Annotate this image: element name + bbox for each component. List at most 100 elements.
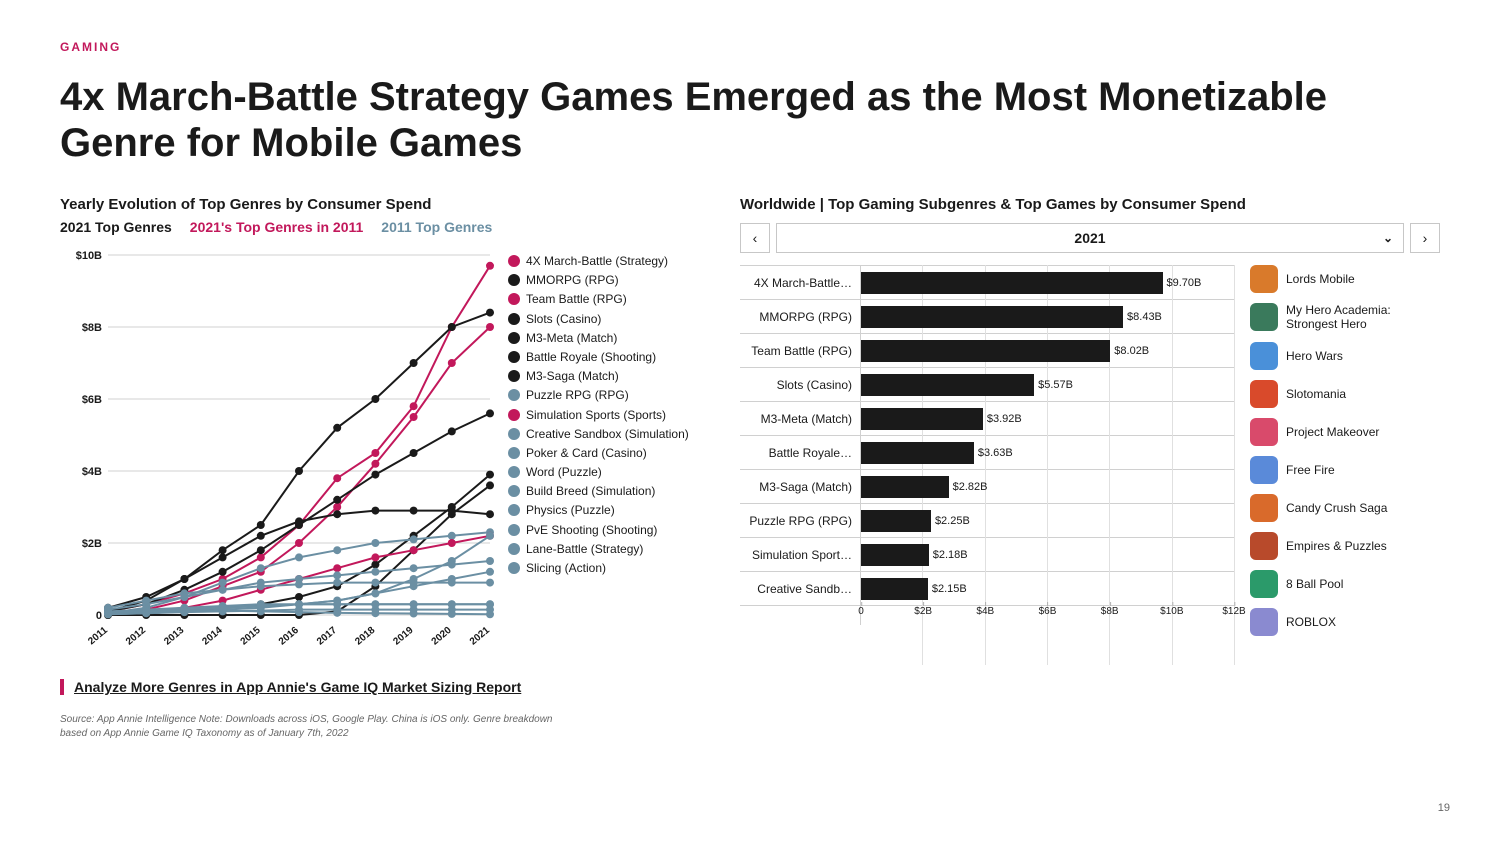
game-name: My Hero Academia: Strongest Hero <box>1286 303 1440 332</box>
bar-value: $3.92B <box>987 413 1022 425</box>
legend-label: Build Breed (Simulation) <box>526 483 655 499</box>
bar-fill <box>861 544 929 566</box>
legend-item: Slicing (Action) <box>508 560 689 576</box>
svg-text:2015: 2015 <box>239 625 263 648</box>
bar-row: 4X March-Battle… $9.70B <box>740 265 1234 299</box>
game-name: 8 Ball Pool <box>1286 577 1343 591</box>
bar-value: $5.57B <box>1038 379 1073 391</box>
bar-value: $8.43B <box>1127 311 1162 323</box>
bar-label: Slots (Casino) <box>740 378 860 392</box>
legend-item: PvE Shooting (Shooting) <box>508 522 689 538</box>
svg-text:2017: 2017 <box>315 625 339 648</box>
legend-label: Word (Puzzle) <box>526 464 602 480</box>
game-name: Lords Mobile <box>1286 272 1355 286</box>
svg-text:2021: 2021 <box>468 625 492 648</box>
legend-dot-icon <box>508 466 520 478</box>
legend-label: M3-Meta (Match) <box>526 330 617 346</box>
year-dropdown[interactable]: 2021 ⌄ <box>776 223 1404 253</box>
analyze-link[interactable]: Analyze More Genres in App Annie's Game … <box>60 679 521 695</box>
game-icon <box>1250 303 1278 331</box>
legend-item: Creative Sandbox (Simulation) <box>508 426 689 442</box>
legend-dot-icon <box>508 428 520 440</box>
game-icon <box>1250 456 1278 484</box>
game-item: Slotomania <box>1250 380 1440 408</box>
game-icon <box>1250 265 1278 293</box>
year-selector: ‹ 2021 ⌄ › <box>740 223 1440 253</box>
page-title: 4x March-Battle Strategy Games Emerged a… <box>60 74 1440 166</box>
bar-label: M3-Meta (Match) <box>740 412 860 426</box>
legend-label: Battle Royale (Shooting) <box>526 349 656 365</box>
page-number: 19 <box>1438 802 1450 814</box>
year-next-button[interactable]: › <box>1410 223 1440 253</box>
bar-fill <box>861 442 974 464</box>
game-name: Slotomania <box>1286 387 1346 401</box>
game-item: ROBLOX <box>1250 608 1440 636</box>
legend-label: PvE Shooting (Shooting) <box>526 522 657 538</box>
bar-row: Puzzle RPG (RPG) $2.25B <box>740 503 1234 537</box>
bar-label: Battle Royale… <box>740 446 860 460</box>
legend-item: Puzzle RPG (RPG) <box>508 387 689 403</box>
game-name: Project Makeover <box>1286 425 1379 439</box>
legend-2011: 2011 Top Genres <box>381 219 492 235</box>
game-item: Project Makeover <box>1250 418 1440 446</box>
svg-text:$6B: $6B <box>82 394 102 406</box>
bar-label: 4X March-Battle… <box>740 276 860 290</box>
legend-item: MMORPG (RPG) <box>508 272 689 288</box>
svg-text:$2B: $2B <box>82 538 102 550</box>
bar-value: $3.63B <box>978 447 1013 459</box>
game-icon <box>1250 608 1278 636</box>
game-item: 8 Ball Pool <box>1250 570 1440 598</box>
line-chart-legend: 4X March-Battle (Strategy) MMORPG (RPG) … <box>500 245 689 665</box>
game-icon <box>1250 380 1278 408</box>
right-panel-title: Worldwide | Top Gaming Subgenres & Top G… <box>740 196 1440 213</box>
bar-fill <box>861 340 1110 362</box>
svg-text:2011: 2011 <box>86 625 110 648</box>
game-name: Free Fire <box>1286 463 1335 477</box>
bar-label: M3-Saga (Match) <box>740 480 860 494</box>
bar-value: $2.18B <box>933 549 968 561</box>
legend-dot-icon <box>508 313 520 325</box>
svg-text:2018: 2018 <box>353 625 377 648</box>
legend-dot-icon <box>508 543 520 555</box>
bar-fill <box>861 374 1034 396</box>
bar-fill <box>861 578 928 600</box>
bar-row: Creative Sandb… $2.15B <box>740 571 1234 605</box>
svg-text:2016: 2016 <box>277 625 301 648</box>
bar-fill <box>861 272 1163 294</box>
legend-dot-icon <box>508 351 520 363</box>
svg-text:2012: 2012 <box>124 625 148 648</box>
legend-dot-icon <box>508 485 520 497</box>
svg-text:2020: 2020 <box>430 625 454 648</box>
legend-2021: 2021 Top Genres <box>60 219 172 235</box>
bar-label: Simulation Sport… <box>740 548 860 562</box>
legend-item: Slots (Casino) <box>508 311 689 327</box>
year-prev-button[interactable]: ‹ <box>740 223 770 253</box>
game-icon <box>1250 494 1278 522</box>
legend-label: 4X March-Battle (Strategy) <box>526 253 668 269</box>
svg-text:$4B: $4B <box>82 466 102 478</box>
bar-fill <box>861 408 983 430</box>
svg-text:0: 0 <box>96 610 102 622</box>
bar-fill <box>861 510 931 532</box>
bar-value: $2.25B <box>935 515 970 527</box>
game-item: Lords Mobile <box>1250 265 1440 293</box>
legend-label: M3-Saga (Match) <box>526 368 619 384</box>
legend-label: Simulation Sports (Sports) <box>526 407 666 423</box>
legend-item: Poker & Card (Casino) <box>508 445 689 461</box>
game-name: Empires & Puzzles <box>1286 539 1387 553</box>
game-icon <box>1250 532 1278 560</box>
bar-label: Creative Sandb… <box>740 582 860 596</box>
legend-dot-icon <box>508 274 520 286</box>
bar-chart: 4X March-Battle… $9.70B MMORPG (RPG) $8.… <box>740 265 1234 685</box>
legend-item: Team Battle (RPG) <box>508 291 689 307</box>
game-icon <box>1250 570 1278 598</box>
legend-item: Build Breed (Simulation) <box>508 483 689 499</box>
bar-label: Puzzle RPG (RPG) <box>740 514 860 528</box>
bar-row: M3-Saga (Match) $2.82B <box>740 469 1234 503</box>
legend-dot-icon <box>508 389 520 401</box>
game-name: ROBLOX <box>1286 615 1336 629</box>
games-list: Lords Mobile My Hero Academia: Strongest… <box>1250 265 1440 685</box>
game-icon <box>1250 342 1278 370</box>
bar-value: $9.70B <box>1167 277 1202 289</box>
game-item: Hero Wars <box>1250 342 1440 370</box>
